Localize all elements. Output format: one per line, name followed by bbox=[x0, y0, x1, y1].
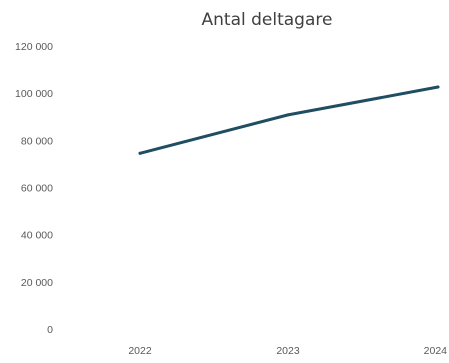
x-tick-label: 2023 bbox=[276, 345, 300, 357]
y-tick-label: 0 bbox=[47, 324, 53, 336]
data-point bbox=[436, 85, 440, 89]
y-tick-label: 120 000 bbox=[15, 41, 53, 53]
y-axis: 0 20 000 40 000 60 000 80 000 100 000 120 000 bbox=[15, 41, 53, 336]
series-line bbox=[138, 85, 440, 155]
y-tick-label: 20 000 bbox=[21, 277, 53, 289]
data-point bbox=[286, 113, 290, 117]
y-tick-label: 40 000 bbox=[21, 230, 53, 242]
x-axis: 2022 2023 2024 bbox=[128, 345, 447, 357]
y-tick-label: 100 000 bbox=[15, 88, 53, 100]
y-tick-label: 60 000 bbox=[21, 183, 53, 195]
series-layer bbox=[138, 85, 440, 155]
data-point bbox=[138, 151, 142, 155]
y-tick-label: 80 000 bbox=[21, 135, 53, 147]
x-tick-label: 2022 bbox=[128, 345, 152, 357]
chart-title: Antal deltagare bbox=[202, 10, 333, 30]
x-tick-label: 2024 bbox=[424, 345, 448, 357]
